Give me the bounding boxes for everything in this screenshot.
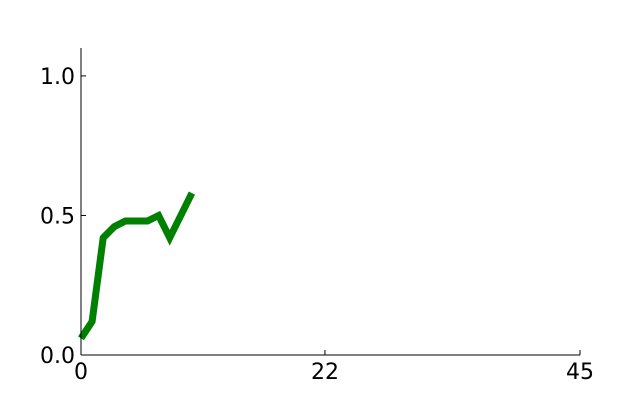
y-tick-label: 1.0 bbox=[40, 65, 75, 90]
y-tick-label: 0.5 bbox=[40, 204, 75, 229]
x-tick-label: 22 bbox=[311, 360, 339, 385]
axis-ticks: 0 22 45 0.0 0.5 1.0 bbox=[40, 65, 594, 385]
series-line bbox=[78, 191, 196, 341]
x-tick-label: 45 bbox=[566, 360, 594, 385]
y-tick-label: 0.0 bbox=[40, 344, 75, 369]
plot-area bbox=[78, 191, 196, 341]
x-tick-label: 0 bbox=[74, 360, 88, 385]
